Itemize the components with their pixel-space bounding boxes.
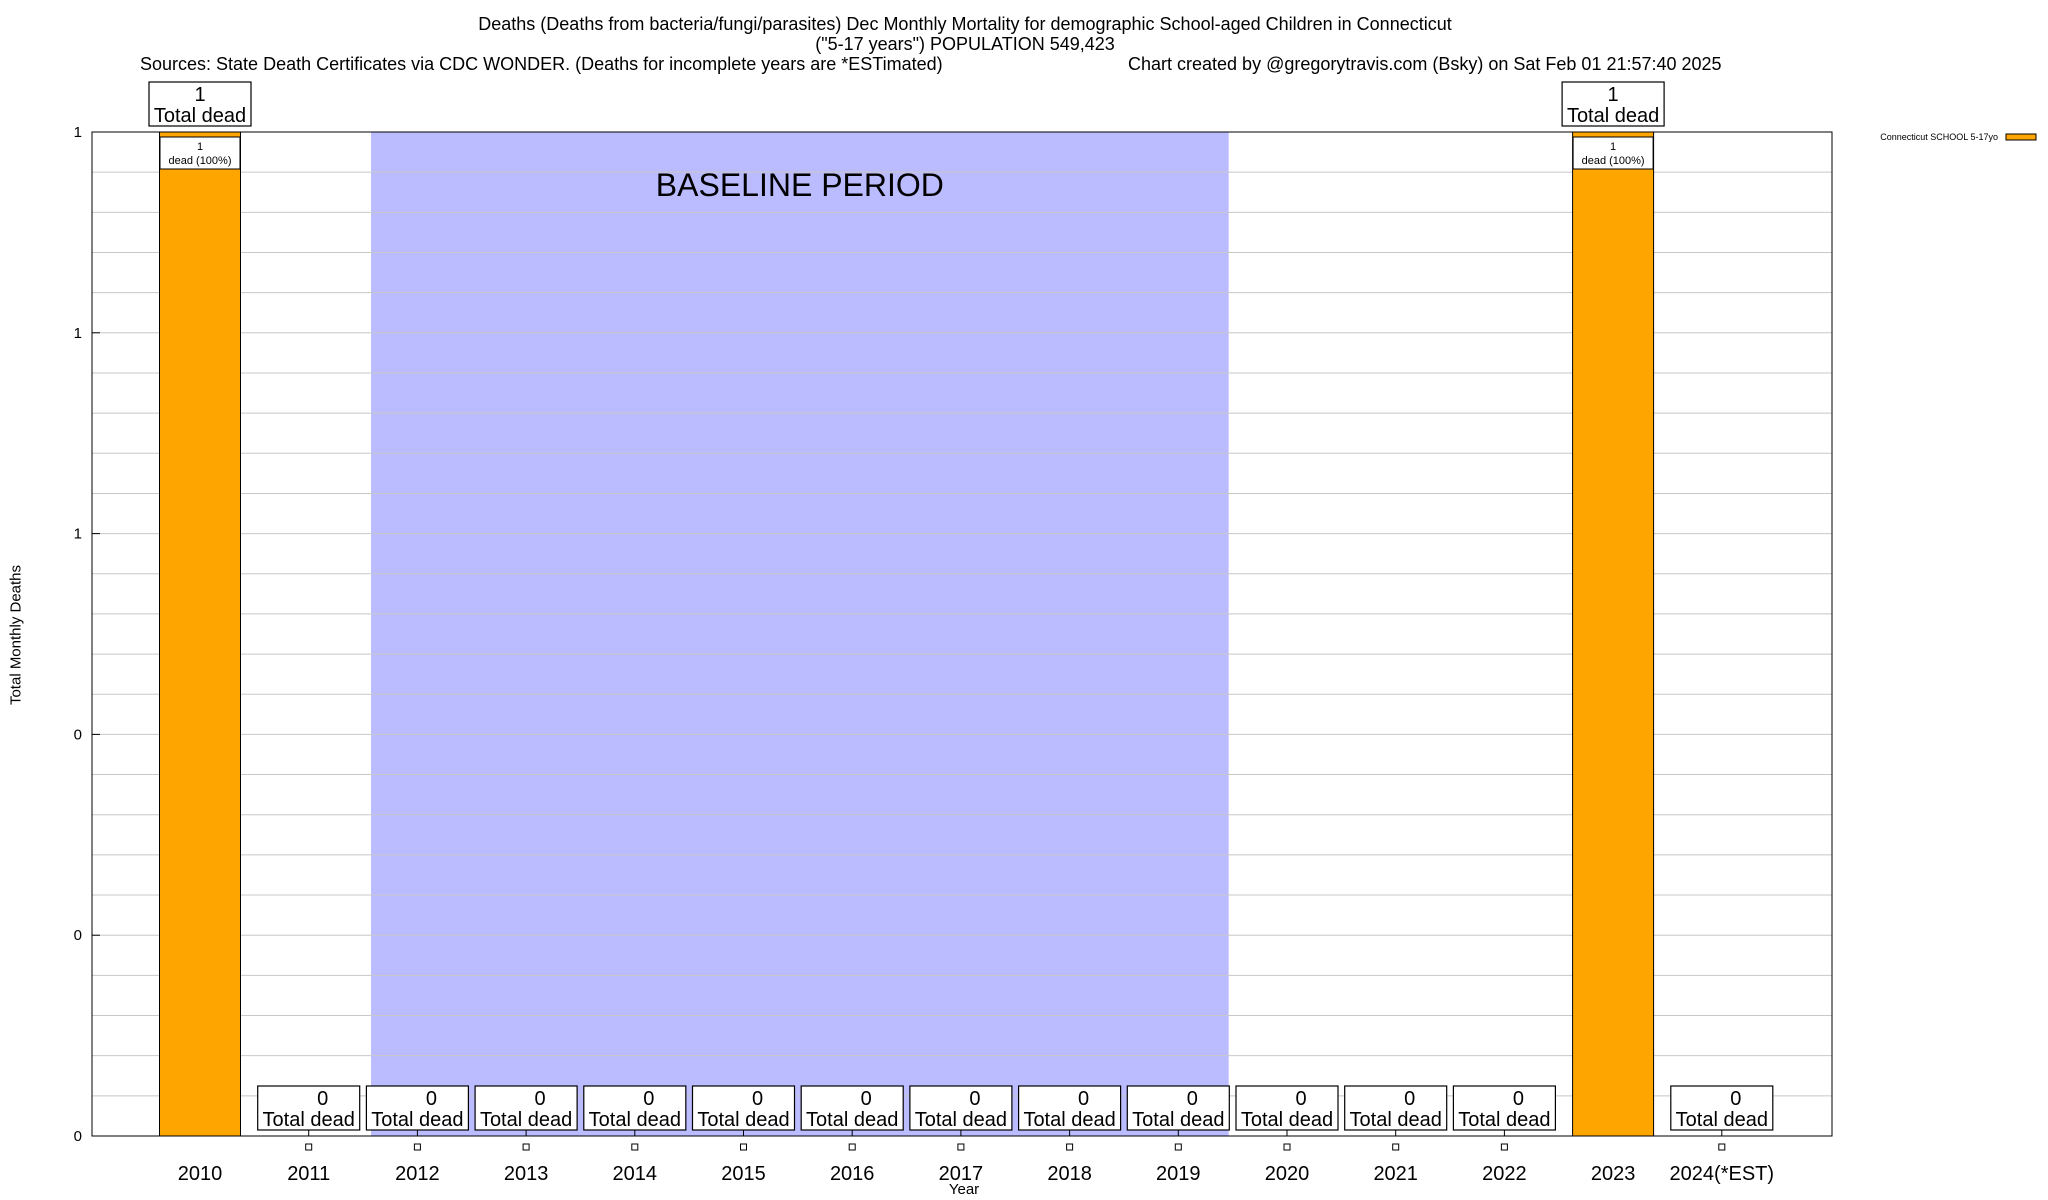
total-label-box: [1126, 1085, 1230, 1131]
total-label-caption: Total dead: [697, 1109, 789, 1131]
bar: [159, 131, 241, 1137]
total-label-caption: Total dead: [154, 105, 246, 127]
total-label-count: 0: [1730, 1088, 1741, 1110]
total-label-box: [1670, 1085, 1774, 1131]
total-label-count: 0: [535, 1088, 546, 1110]
x-tick-label: 2018: [1047, 1163, 1092, 1185]
total-label-count: 0: [1078, 1088, 1089, 1110]
zero-marker: [848, 1143, 856, 1151]
zero-marker: [1174, 1143, 1182, 1151]
y-tick-label: 1: [74, 325, 82, 342]
x-tick-label: 2015: [721, 1163, 766, 1185]
legend-label: Connecticut SCHOOL 5-17yo: [1880, 132, 1998, 142]
legend-swatch: [2005, 133, 2037, 141]
x-tick-label: 2024(*EST): [1670, 1163, 1775, 1185]
zero-marker: [1283, 1143, 1291, 1151]
total-label-caption: Total dead: [1023, 1109, 1115, 1131]
plot-border: [91, 131, 1833, 1137]
total-label-caption: Total dead: [371, 1109, 463, 1131]
x-tick-label: 2021: [1373, 1163, 1418, 1185]
segment-label-count: 1: [1610, 141, 1616, 153]
baseline-region: [371, 132, 1229, 1136]
zero-marker: [1392, 1143, 1400, 1151]
x-axis-label: Year: [948, 1181, 980, 1198]
zero-marker: [1500, 1143, 1508, 1151]
x-tick-label: 2019: [1156, 1163, 1201, 1185]
total-label-box: [1561, 81, 1665, 127]
total-label-box: [1452, 1085, 1557, 1131]
x-tick-label: 2017: [939, 1163, 984, 1185]
total-label-count: 0: [752, 1088, 763, 1110]
segment-label-box: [1572, 136, 1654, 170]
x-tick-label: 2011: [287, 1163, 330, 1185]
segment-label-text: dead (100%): [169, 155, 232, 167]
total-label-caption: Total dead: [1241, 1109, 1333, 1131]
y-tick-label: 1: [74, 124, 82, 141]
total-label-box: [257, 1085, 361, 1131]
total-label-count: 0: [426, 1088, 437, 1110]
zero-marker: [305, 1143, 313, 1151]
segment-label-text: dead (100%): [1582, 155, 1645, 167]
total-label-caption: Total dead: [1350, 1109, 1442, 1131]
total-label-count: 0: [1295, 1088, 1306, 1110]
total-label-box: [1235, 1085, 1339, 1131]
total-label-box: [909, 1085, 1013, 1131]
zero-marker: [1066, 1143, 1074, 1151]
total-label-count: 0: [1187, 1088, 1198, 1110]
zero-marker: [1718, 1143, 1726, 1151]
x-tick-label: 2016: [830, 1163, 875, 1185]
segment-label-count: 1: [197, 141, 203, 153]
total-label-caption: Total dead: [1132, 1109, 1224, 1131]
zero-marker: [631, 1143, 639, 1151]
segment-label-box: [159, 136, 241, 170]
total-label-count: 1: [1608, 84, 1619, 106]
total-label-count: 0: [643, 1088, 654, 1110]
total-label-caption: Total dead: [806, 1109, 898, 1131]
baseline-label: BASELINE PERIOD: [656, 167, 944, 203]
total-label-count: 0: [1513, 1088, 1524, 1110]
zero-marker: [413, 1143, 421, 1151]
x-tick-label: 2023: [1591, 1163, 1636, 1185]
total-label-caption: Total dead: [915, 1109, 1007, 1131]
total-label-caption: Total dead: [1567, 105, 1659, 127]
x-tick-label: 2020: [1265, 1163, 1310, 1185]
x-tick-label: 2022: [1482, 1163, 1527, 1185]
y-tick-label: 0: [74, 1128, 82, 1145]
zero-marker: [740, 1143, 747, 1151]
total-label-caption: Total dead: [480, 1109, 572, 1131]
total-label-caption: Total dead: [1458, 1109, 1550, 1131]
y-tick-label: 1: [74, 526, 82, 543]
total-label-caption: Total dead: [1676, 1109, 1768, 1131]
zero-marker: [522, 1143, 530, 1151]
x-tick-label: 2012: [395, 1163, 440, 1185]
chart-credit: Chart created by @gregorytravis.com (Bsk…: [1128, 54, 1722, 74]
total-label-box: [1017, 1085, 1122, 1131]
chart-title: Deaths (Deaths from bacteria/fungi/paras…: [478, 14, 1452, 34]
total-label-caption: Total dead: [589, 1109, 681, 1131]
bar: [1572, 131, 1655, 1137]
x-tick-label: 2010: [178, 1163, 223, 1185]
total-label-count: 0: [861, 1088, 872, 1110]
total-label-box: [691, 1085, 796, 1131]
y-tick-label: 0: [74, 927, 82, 944]
total-label-box: [474, 1085, 578, 1131]
total-label-box: [1344, 1085, 1448, 1131]
total-label-caption: Total dead: [263, 1109, 355, 1131]
total-label-count: 0: [317, 1088, 328, 1110]
total-label-box: [583, 1085, 687, 1131]
total-label-count: 0: [1404, 1088, 1415, 1110]
zero-marker: [957, 1143, 965, 1151]
total-label-count: 0: [969, 1088, 980, 1110]
total-label-box: [148, 81, 252, 127]
y-tick-label: 0: [74, 726, 82, 743]
chart-sources: Sources: State Death Certificates via CD…: [140, 54, 943, 74]
total-label-box: [365, 1085, 469, 1131]
x-tick-label: 2014: [613, 1163, 658, 1185]
total-label-count: 1: [194, 84, 205, 106]
chart-subtitle: ("5-17 years") POPULATION 549,423: [815, 34, 1115, 54]
total-label-box: [800, 1085, 904, 1131]
x-tick-label: 2013: [504, 1163, 549, 1185]
